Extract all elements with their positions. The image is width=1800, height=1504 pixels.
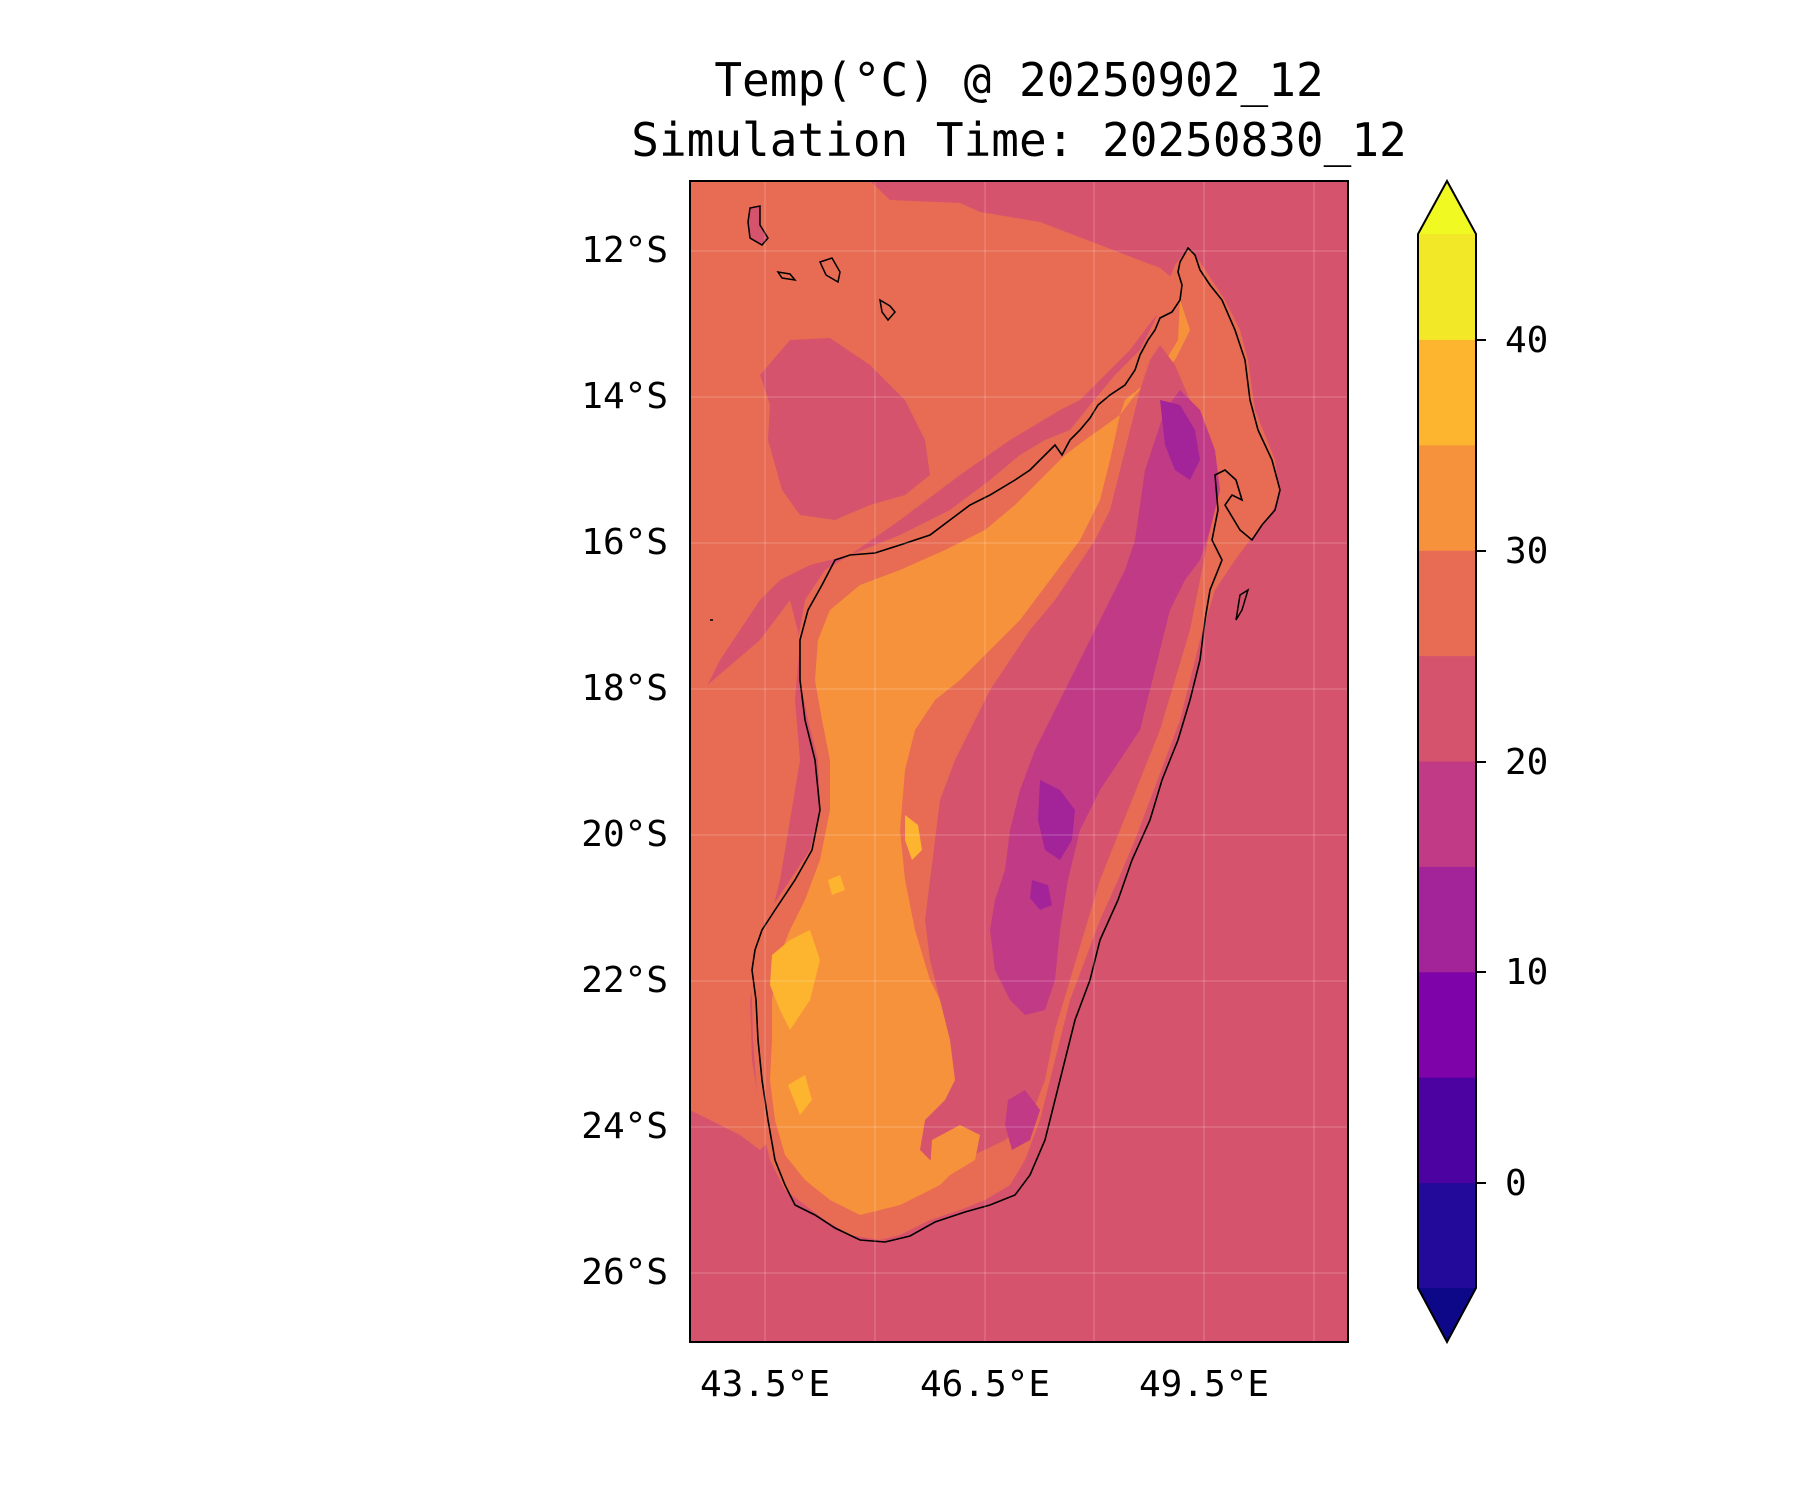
land-plateau-south-patch: [1005, 1090, 1040, 1150]
ocean-warm-field: [690, 181, 1175, 720]
lat-tick-label: 18°S: [581, 668, 668, 709]
comoros-island-2: [776, 270, 797, 282]
lat-tick-label: 12°S: [581, 230, 668, 271]
land-peak-central: [1038, 780, 1075, 860]
lat-tick-label: 16°S: [581, 522, 668, 563]
lat-tick-label: 14°S: [581, 376, 668, 417]
land-peak-south: [1030, 880, 1052, 910]
longitude-axis: 43.5°E 46.5°E 49.5°E: [700, 1364, 1269, 1405]
colorbar-under-triangle: [1418, 1288, 1476, 1342]
colorbar-band: [1418, 234, 1476, 340]
ocean-west-coast-band: [690, 600, 800, 1150]
colorbar-band: [1418, 339, 1476, 446]
colorbar-ticks: [1476, 339, 1486, 1184]
lat-tick-label: 26°S: [581, 1252, 668, 1293]
land-high-plateau: [990, 390, 1220, 1015]
colorbar-band: [1418, 971, 1476, 1078]
map-gridlines: [690, 181, 1348, 1342]
colorbar-band: [1418, 655, 1476, 762]
nosy-boraha-island: [1235, 588, 1250, 621]
lon-tick-label: 43.5°E: [700, 1364, 830, 1405]
colorbar: 40 30 20 10 0: [1417, 178, 1548, 1345]
land-highland-south-wedge: [930, 1125, 980, 1175]
comoros-island-3: [818, 257, 841, 284]
land-hot-pocket-west: [770, 930, 820, 1030]
colorbar-tick-label: 20: [1505, 742, 1548, 783]
colorbar-outline: [1417, 178, 1477, 1345]
colorbar-band: [1418, 761, 1476, 867]
colorbar-band: [1418, 1077, 1476, 1184]
land-northern-warm-strip: [1120, 300, 1190, 415]
lat-tick-label: 22°S: [581, 960, 668, 1001]
madagascar-coastline: [751, 246, 1281, 1243]
colorbar-tick-label: 0: [1505, 1163, 1527, 1204]
colorbar-tick-label: 30: [1505, 531, 1548, 572]
colorbar-over-triangle: [1418, 181, 1476, 234]
ocean-cool-patch: [760, 338, 930, 520]
land-hot-pocket-central: [905, 815, 922, 860]
land-hot-pocket-south: [788, 1075, 812, 1115]
colorbar-band: [1418, 866, 1476, 973]
lat-tick-label: 24°S: [581, 1106, 668, 1147]
mayotte-island: [878, 298, 896, 322]
colorbar-band: [1418, 444, 1476, 551]
map-title-line1: Temp(°C) @ 20250902_12: [714, 53, 1323, 107]
land-peak-north: [1160, 400, 1200, 480]
map-frame: [689, 180, 1349, 1343]
map-panel: [690, 181, 1348, 1342]
land-lowland-warm: [770, 415, 1120, 1215]
comoros-island-1: [747, 205, 769, 246]
map-title-line2: Simulation Time: 20250830_12: [631, 113, 1406, 167]
latitude-axis: 12°S 14°S 16°S 18°S 20°S 22°S 24°S 26°S: [581, 230, 668, 1293]
colorbar-band: [1418, 550, 1476, 657]
land-hot-pocket-mid: [828, 875, 845, 895]
lon-tick-label: 46.5°E: [920, 1364, 1050, 1405]
lon-tick-label: 49.5°E: [1139, 1364, 1269, 1405]
colorbar-tick-label: 10: [1505, 952, 1548, 993]
colorbar-band: [1418, 1182, 1476, 1289]
lat-tick-label: 20°S: [581, 814, 668, 855]
colorbar-tick-label: 40: [1505, 320, 1548, 361]
colorbar-bands: [1418, 234, 1476, 1289]
